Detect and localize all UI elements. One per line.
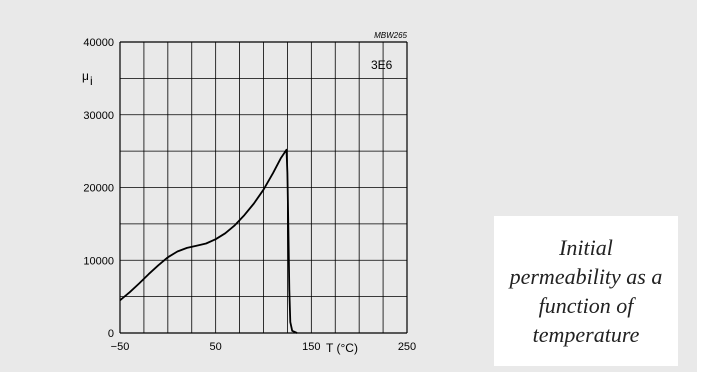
x-tick-label: 50 [210, 341, 222, 353]
y-tick-label: 10000 [83, 255, 114, 267]
x-axis-label: T (°C) [326, 341, 358, 355]
y-tick-label: 40000 [83, 37, 114, 49]
y-axis-label: μ [82, 69, 89, 83]
chart-labels: MBW265 3E6 μ i T (°C) [82, 31, 408, 355]
chart-series [119, 148, 298, 334]
x-tick-label: −50 [111, 341, 130, 353]
x-tick-label: 250 [398, 341, 416, 353]
code-label: MBW265 [374, 31, 407, 40]
chart-caption: Initial permeability as a function of te… [509, 235, 663, 347]
chart-grid [119, 41, 408, 334]
permeability-curve [119, 148, 298, 334]
y-axis-label-subscript: i [90, 74, 93, 88]
chart-ticks: −50 50 150 250 0 10000 20000 30000 40000 [83, 37, 416, 353]
material-label: 3E6 [371, 58, 393, 72]
y-tick-label: 0 [108, 328, 114, 340]
x-tick-label: 150 [302, 341, 320, 353]
caption-box: Initial permeability as a function of te… [494, 216, 678, 366]
y-tick-label: 20000 [83, 183, 114, 195]
y-tick-label: 30000 [83, 110, 114, 122]
